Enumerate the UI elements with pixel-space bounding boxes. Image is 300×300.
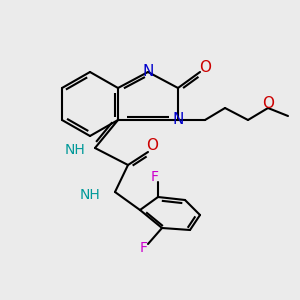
Text: O: O: [262, 95, 274, 110]
Text: F: F: [151, 170, 159, 184]
Text: N: N: [172, 112, 184, 128]
Text: F: F: [140, 241, 148, 255]
Text: NH: NH: [64, 143, 85, 157]
Text: NH: NH: [79, 188, 100, 202]
Text: O: O: [199, 59, 211, 74]
Text: N: N: [142, 64, 154, 80]
Text: O: O: [146, 139, 158, 154]
